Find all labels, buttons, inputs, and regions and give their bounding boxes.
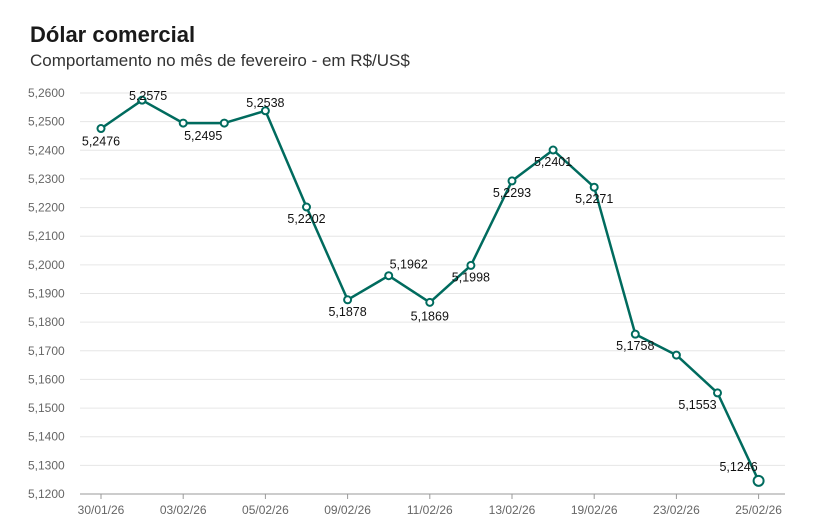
y-tick-label: 5,2300 bbox=[28, 172, 65, 186]
data-label: 5,1869 bbox=[411, 309, 449, 323]
series-line bbox=[100, 98, 760, 482]
y-tick-label: 5,1400 bbox=[28, 430, 65, 444]
chart-title: Dólar comercial bbox=[30, 22, 196, 47]
data-label: 5,1553 bbox=[678, 398, 716, 412]
data-label: 5,1998 bbox=[452, 270, 490, 284]
data-label: 5,2575 bbox=[129, 89, 167, 103]
y-tick-label: 5,2100 bbox=[28, 229, 65, 243]
data-label: 5,2293 bbox=[493, 186, 531, 200]
chart-subtitle: Comportamento no mês de fevereiro - em R… bbox=[30, 51, 410, 70]
data-label: 5,2476 bbox=[82, 135, 120, 149]
data-labels: 5,2476 5,2575 5,2495 5,2538 5,2202 5,1878 5,19… bbox=[82, 89, 758, 474]
data-label: 5,2202 bbox=[287, 212, 325, 226]
data-label: 5,2538 bbox=[246, 96, 284, 110]
y-tick-label: 5,2400 bbox=[28, 143, 65, 157]
data-point bbox=[671, 350, 681, 360]
y-tick-label: 5,1700 bbox=[28, 344, 65, 358]
data-label: 5,1246 bbox=[719, 460, 757, 474]
x-tick-label: 25/02/26 bbox=[735, 503, 782, 517]
y-tick-label: 5,1800 bbox=[28, 315, 65, 329]
y-tick-label: 5,1200 bbox=[28, 487, 65, 501]
data-point bbox=[260, 106, 270, 116]
y-tick-label: 5,1900 bbox=[28, 287, 65, 301]
x-axis-ticks: 30/01/26 03/02/26 05/02/26 09/02/26 11/02/26… bbox=[78, 494, 782, 517]
data-label: 5,1878 bbox=[328, 305, 366, 319]
series-line-group bbox=[100, 98, 760, 482]
data-point bbox=[425, 297, 435, 307]
x-tick-label: 19/02/26 bbox=[571, 503, 618, 517]
data-point bbox=[384, 271, 394, 281]
data-point bbox=[589, 182, 599, 192]
x-tick-label: 13/02/26 bbox=[489, 503, 536, 517]
y-tick-label: 5,2000 bbox=[28, 258, 65, 272]
data-point bbox=[507, 176, 517, 186]
data-label: 5,2495 bbox=[184, 129, 222, 143]
y-tick-label: 5,2200 bbox=[28, 201, 65, 215]
x-tick-label: 05/02/26 bbox=[242, 503, 289, 517]
data-point bbox=[343, 295, 353, 305]
y-tick-label: 5,2600 bbox=[28, 86, 65, 100]
x-tick-label: 23/02/26 bbox=[653, 503, 700, 517]
data-point bbox=[137, 95, 147, 105]
y-tick-label: 5,1600 bbox=[28, 372, 65, 386]
data-point bbox=[713, 388, 722, 398]
data-label: 5,1962 bbox=[390, 258, 428, 272]
y-axis-ticks: 5,1200 5,1300 5,1400 5,1500 5,1600 5,1700 5,18… bbox=[28, 86, 65, 501]
x-tick-label: 30/01/26 bbox=[78, 503, 125, 517]
data-point bbox=[466, 260, 476, 270]
data-point bbox=[96, 124, 106, 134]
data-label: 5,1758 bbox=[616, 339, 654, 353]
data-point bbox=[752, 474, 765, 487]
data-point bbox=[548, 145, 558, 155]
data-point bbox=[219, 118, 229, 128]
data-point bbox=[630, 329, 640, 339]
y-tick-label: 5,1300 bbox=[28, 458, 65, 472]
y-tick-label: 5,1500 bbox=[28, 401, 65, 415]
data-point bbox=[178, 118, 188, 128]
grid-lines bbox=[80, 92, 785, 466]
data-label: 5,2401 bbox=[534, 155, 572, 169]
x-tick-label: 09/02/26 bbox=[324, 503, 371, 517]
y-tick-label: 5,2500 bbox=[28, 115, 65, 129]
x-tick-label: 03/02/26 bbox=[160, 503, 207, 517]
data-points bbox=[96, 95, 765, 487]
x-tick-label: 11/02/26 bbox=[407, 503, 453, 517]
data-point bbox=[302, 202, 311, 212]
data-label: 5,2271 bbox=[575, 192, 613, 206]
